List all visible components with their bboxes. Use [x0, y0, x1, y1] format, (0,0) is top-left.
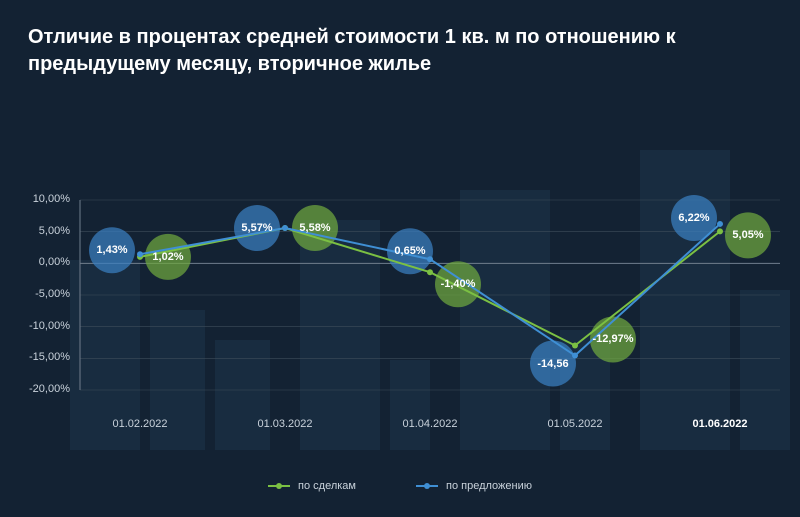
y-tick-label: -15,00%: [29, 351, 70, 363]
y-tick-label: 0,00%: [39, 256, 70, 268]
y-tick-label: 5,00%: [39, 225, 70, 237]
y-tick-label: 10,00%: [33, 193, 70, 205]
y-tick-label: -20,00%: [29, 383, 70, 395]
x-tick-label: 01.04.2022: [402, 418, 457, 430]
legend-item: по предложению: [416, 480, 532, 492]
y-tick-label: -10,00%: [29, 320, 70, 332]
legend-swatch-icon: [268, 481, 290, 491]
x-tick-label: 01.06.2022: [692, 418, 747, 430]
chart-stage: Отличие в процентах средней стоимости 1 …: [0, 0, 800, 517]
chart-legend: по сделкам по предложению: [0, 480, 800, 492]
x-tick-label: 01.02.2022: [112, 418, 167, 430]
legend-swatch-icon: [416, 481, 438, 491]
chart-canvas: [0, 0, 800, 517]
x-tick-label: 01.05.2022: [547, 418, 602, 430]
y-tick-label: -5,00%: [35, 288, 70, 300]
legend-label: по предложению: [446, 480, 532, 492]
legend-item: по сделкам: [268, 480, 356, 492]
legend-label: по сделкам: [298, 480, 356, 492]
x-tick-label: 01.03.2022: [257, 418, 312, 430]
